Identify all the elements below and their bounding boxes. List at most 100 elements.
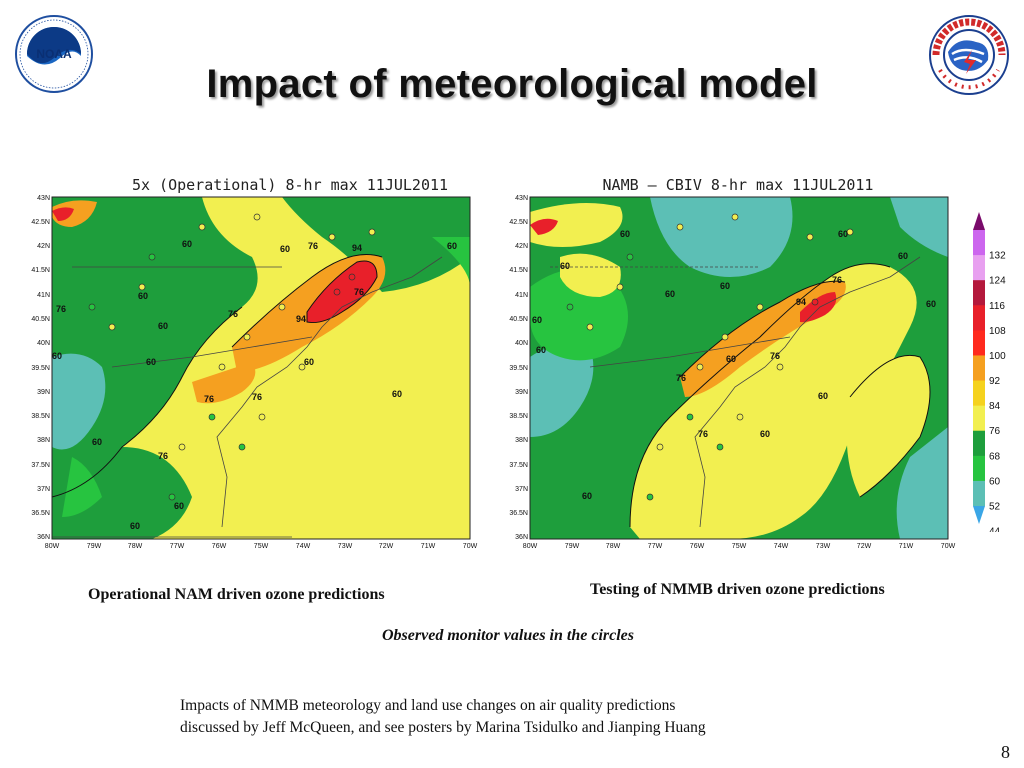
lat-label: 42N [37, 243, 50, 250]
lon-label: 79W [565, 543, 580, 550]
contour-label: 76 [204, 394, 214, 404]
colorbar-label: 100 [989, 351, 1006, 362]
contour-label: 76 [354, 287, 364, 297]
lon-label: 78W [606, 543, 621, 550]
lat-label: 37N [37, 486, 50, 493]
contour-label: 76 [228, 309, 238, 319]
contour-label: 60 [182, 239, 192, 249]
lat-label: 38N [37, 437, 50, 444]
lat-label: 40N [37, 340, 50, 347]
contour-label: 76 [308, 241, 318, 251]
colorbar-label: 116 [989, 301, 1005, 312]
lat-label: 43N [37, 195, 50, 202]
slide-title: Impact of meteorological model [206, 62, 818, 106]
lat-label: 37N [515, 486, 528, 493]
lat-label: 37.5N [509, 462, 528, 469]
lon-label: 76W [212, 543, 227, 550]
colorbar: 132 124 116 108 100 92 84 76 68 60 52 44 [970, 212, 1024, 538]
map-nmmb-test: NAMB – CBIV 8-hr max 11JUL2011 [508, 172, 968, 550]
lon-label: 74W [296, 543, 311, 550]
lat-label: 39N [515, 389, 528, 396]
colorbar-label: 132 [989, 251, 1006, 262]
lat-label: 40.5N [509, 316, 528, 323]
contour-label: 60 [926, 299, 936, 309]
colorbar-segment [973, 280, 985, 306]
colorbar-segment [973, 405, 985, 432]
lat-label: 42N [515, 243, 528, 250]
lat-label: 43N [515, 195, 528, 202]
lat-label: 39.5N [509, 365, 528, 372]
legend-note: Observed monitor values in the circles [382, 627, 634, 644]
noaa-logo: NOAA [14, 14, 94, 94]
colorbar-label: 68 [989, 451, 1001, 462]
colorbar-label: 124 [989, 276, 1006, 287]
contour-label: 60 [560, 261, 570, 271]
page-number: 8 [1001, 742, 1010, 762]
map-operational-nam: 5x (Operational) 8-hr max 11JUL2011 [30, 172, 490, 550]
lat-label: 38N [515, 437, 528, 444]
contour-label: 60 [838, 229, 848, 239]
contour-label: 60 [92, 437, 102, 447]
contour-label: 94 [352, 243, 362, 253]
lon-label: 80W [45, 543, 60, 550]
lon-label: 78W [128, 543, 143, 550]
nws-logo [928, 14, 1010, 96]
lat-label: 41N [515, 292, 528, 299]
contour-label: 76 [676, 373, 686, 383]
colorbar-label: 52 [989, 502, 1001, 513]
lon-label: 70W [941, 543, 956, 550]
colorbar-label: 108 [989, 326, 1006, 337]
footnote-line2: discussed by Jeff McQueen, and see poste… [180, 719, 706, 736]
lon-label: 76W [690, 543, 705, 550]
lat-label: 38.5N [31, 413, 50, 420]
lon-label: 75W [254, 543, 269, 550]
footnote: Impacts of NMMB meteorology and land use… [180, 695, 706, 739]
colorbar-bottom-arrow [973, 506, 985, 524]
lon-label: 74W [774, 543, 789, 550]
lat-label: 36.5N [31, 510, 50, 517]
contour-label: 76 [832, 275, 842, 285]
map-title: NAMB – CBIV 8-hr max 11JUL2011 [603, 176, 874, 194]
contour-label: 60 [818, 391, 828, 401]
contour-label: 60 [146, 357, 156, 367]
colorbar-label: 44 [989, 527, 1001, 532]
contour-label: 60 [620, 229, 630, 239]
contour-label: 60 [582, 491, 592, 501]
colorbar-segment [973, 330, 985, 356]
colorbar-segment [973, 255, 985, 281]
colorbar-label: 84 [989, 401, 1001, 412]
contour-label: 60 [158, 321, 168, 331]
lat-label: 39N [37, 389, 50, 396]
contour-label: 60 [726, 354, 736, 364]
lat-label: 37.5N [31, 462, 50, 469]
lat-label: 41.5N [509, 267, 528, 274]
colorbar-segment [973, 430, 985, 457]
lon-label: 77W [170, 543, 185, 550]
lon-label: 77W [648, 543, 663, 550]
contour-label: 60 [392, 389, 402, 399]
colorbar-segment [973, 380, 985, 407]
footnote-line1: Impacts of NMMB meteorology and land use… [180, 697, 676, 714]
contour-label: 60 [52, 351, 62, 361]
contour-label: 60 [536, 345, 546, 355]
colorbar-segment [973, 230, 985, 256]
caption-nmmb: Testing of NMMB driven ozone predictions [590, 581, 885, 598]
contour-label: 94 [796, 297, 806, 307]
contour-label: 60 [760, 429, 770, 439]
lon-label: 80W [523, 543, 538, 550]
lon-label: 73W [338, 543, 353, 550]
lat-label: 38.5N [509, 413, 528, 420]
contour-label: 76 [158, 451, 168, 461]
contour-label: 60 [532, 315, 542, 325]
lat-label: 39.5N [31, 365, 50, 372]
colorbar-segment [973, 480, 985, 507]
lon-label: 71W [899, 543, 914, 550]
colorbar-label: 92 [989, 376, 1001, 387]
contour-label: 60 [665, 289, 675, 299]
lon-label: 70W [463, 543, 478, 550]
lon-label: 72W [857, 543, 872, 550]
lon-label: 79W [87, 543, 102, 550]
contour-label: 60 [304, 357, 314, 367]
contour-label: 60 [138, 291, 148, 301]
contour-label: 60 [447, 241, 457, 251]
